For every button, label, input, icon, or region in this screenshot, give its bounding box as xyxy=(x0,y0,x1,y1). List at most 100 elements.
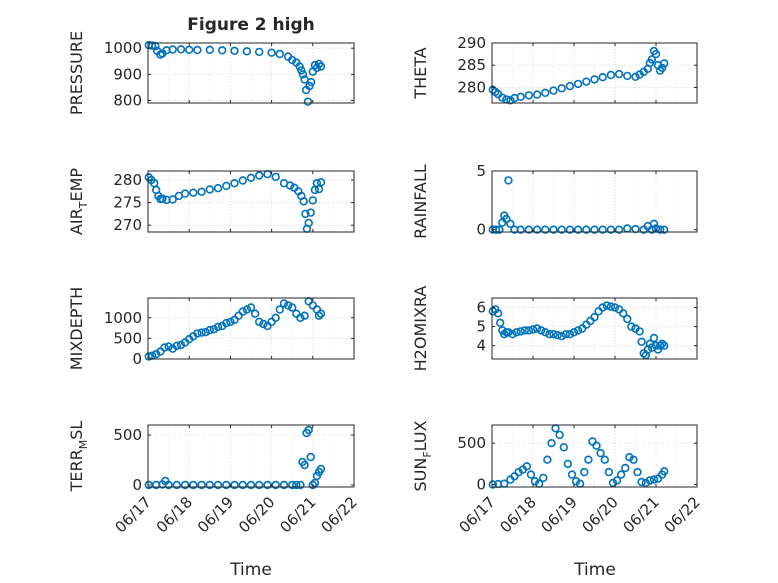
data-point xyxy=(516,92,525,102)
data-point xyxy=(606,70,616,80)
data-point xyxy=(655,341,665,350)
data-point xyxy=(516,327,525,336)
data-point xyxy=(238,307,248,316)
data-point xyxy=(545,330,554,339)
data-point xyxy=(549,86,558,95)
y-tick-label: 5 xyxy=(476,162,486,180)
data-point xyxy=(495,225,504,234)
data-point xyxy=(301,209,310,219)
data-point xyxy=(493,309,503,318)
data-point xyxy=(296,313,305,322)
data-point xyxy=(553,331,562,340)
y-axis-label: AIRTEMP xyxy=(67,168,90,235)
data-point xyxy=(606,225,616,234)
data-point xyxy=(522,462,532,471)
data-point xyxy=(488,480,497,489)
data-point xyxy=(621,463,630,473)
data-point xyxy=(551,424,560,433)
y-tick-label: 800 xyxy=(113,91,142,109)
data-point xyxy=(238,480,248,490)
data-point xyxy=(506,219,515,229)
data-point xyxy=(565,225,575,234)
data-point xyxy=(602,301,611,310)
data-point xyxy=(193,45,202,55)
data-point xyxy=(285,181,295,190)
y-tick-label: 1000 xyxy=(104,309,142,327)
data-point xyxy=(209,325,219,334)
x-tick-label: 06/21 xyxy=(620,493,663,536)
data-point xyxy=(275,49,284,59)
y-tick-label: 1000 xyxy=(104,39,142,57)
data-point xyxy=(275,305,284,314)
data-point xyxy=(308,196,317,205)
y-tick-label: 290 xyxy=(457,34,486,52)
data-point xyxy=(563,459,573,469)
data-point xyxy=(197,187,206,197)
axes-box xyxy=(491,170,698,233)
data-point xyxy=(304,218,313,228)
data-point xyxy=(230,179,239,188)
data-point xyxy=(659,467,669,476)
y-tick-label: 0 xyxy=(476,221,486,239)
data-point xyxy=(520,326,529,335)
data-point xyxy=(645,476,655,485)
data-point xyxy=(312,471,322,481)
data-point xyxy=(573,79,583,89)
data-point xyxy=(267,48,276,57)
data-point xyxy=(547,439,556,448)
data-point xyxy=(226,317,235,327)
data-point xyxy=(144,352,154,361)
axes-box xyxy=(147,42,355,104)
data-point xyxy=(532,225,542,234)
data-point xyxy=(623,314,632,324)
data-point xyxy=(255,47,264,57)
data-point xyxy=(504,328,513,337)
y-tick-label: 280 xyxy=(113,171,142,189)
data-point xyxy=(299,197,308,206)
subplot-h2omixra: 456 H2OMIXRA xyxy=(411,286,698,372)
data-point xyxy=(308,480,317,490)
data-point xyxy=(300,460,309,470)
data-point xyxy=(164,342,173,351)
subplot-grid: 800 900 1000 PRESSURE 280 285 290 THETA 270 275 28… xyxy=(67,31,704,536)
data-point xyxy=(230,46,239,55)
data-point xyxy=(592,441,601,450)
data-point xyxy=(614,69,624,79)
data-point xyxy=(573,225,583,234)
data-point xyxy=(616,470,626,479)
y-tick-label: 280 xyxy=(457,78,486,96)
data-point xyxy=(649,475,659,484)
data-point xyxy=(659,341,669,350)
data-point xyxy=(657,63,667,73)
data-point xyxy=(222,181,231,191)
data-point xyxy=(580,467,589,477)
data-point xyxy=(306,208,315,217)
data-point xyxy=(314,311,324,320)
data-point xyxy=(514,467,523,477)
y-tick-label: 0 xyxy=(476,476,486,494)
data-point xyxy=(218,46,227,55)
data-point xyxy=(180,189,190,198)
x-tick-label: 06/20 xyxy=(579,493,622,536)
subplot-air-temp: 270 275 280 AIRTEMP xyxy=(67,168,355,235)
data-point xyxy=(304,297,313,306)
y-axis-label: H2OMIXRA xyxy=(411,286,430,372)
data-point xyxy=(185,45,194,54)
y-tick-label: 0 xyxy=(132,350,142,368)
data-point xyxy=(541,225,550,234)
data-point xyxy=(590,75,599,84)
data-point xyxy=(600,455,609,464)
data-point xyxy=(508,330,517,339)
data-point xyxy=(246,480,256,490)
data-point xyxy=(596,448,605,458)
data-point xyxy=(536,326,546,335)
data-point xyxy=(306,452,315,462)
data-point xyxy=(147,41,157,50)
y-axis-label: RAINFALL xyxy=(411,164,430,239)
data-point xyxy=(557,84,566,93)
data-point xyxy=(316,464,326,474)
data-point xyxy=(528,325,538,334)
data-point xyxy=(164,480,173,490)
data-point xyxy=(590,225,599,234)
axes-box xyxy=(491,424,698,488)
